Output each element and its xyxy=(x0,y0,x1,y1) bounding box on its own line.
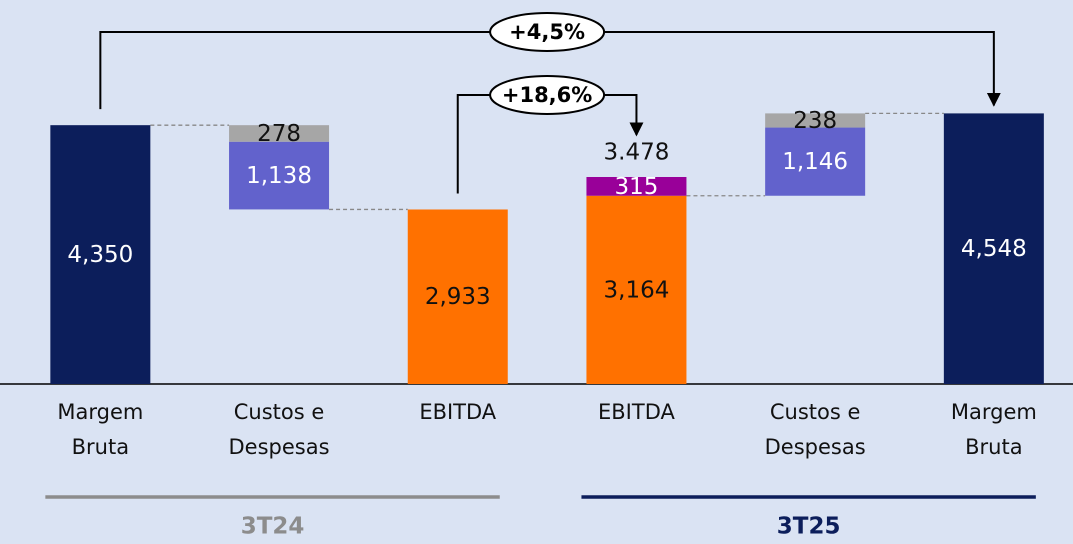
annotation-bubble xyxy=(489,75,606,115)
x-tick-label: Custos e xyxy=(234,400,325,424)
bar-segment xyxy=(407,209,508,384)
bar-segment xyxy=(765,127,866,196)
bar-segment xyxy=(943,113,1044,385)
annotation-label: +4,5% xyxy=(509,20,585,44)
x-tick-label: Bruta xyxy=(72,435,129,459)
bar-value-label: 315 xyxy=(614,174,658,200)
x-tick-label: EBITDA xyxy=(419,400,496,424)
bar-value-label: 278 xyxy=(257,121,301,147)
bar-value-label: 3,164 xyxy=(604,277,670,303)
x-tick-label: Bruta xyxy=(965,435,1022,459)
bar-segment xyxy=(586,195,687,384)
bar-value-label: 238 xyxy=(793,108,837,134)
annotation-label: +18,6% xyxy=(502,83,592,107)
bar-value-label: 4,350 xyxy=(67,242,133,268)
x-tick-label: Margem xyxy=(57,400,143,424)
group-label: 3T24 xyxy=(241,514,305,540)
bar-value-label: 1,138 xyxy=(246,163,312,189)
bar-value-label: 1,146 xyxy=(782,149,848,175)
bar-value-label: 4,548 xyxy=(961,236,1027,262)
group-label: 3T25 xyxy=(777,514,841,540)
annotation-bubble xyxy=(489,12,606,52)
bar-segment xyxy=(50,125,151,385)
bar-segment xyxy=(765,113,866,128)
x-tick-label: Margem xyxy=(951,400,1037,424)
x-tick-label: EBITDA xyxy=(598,400,675,424)
bar-total-label: 3.478 xyxy=(604,140,670,166)
x-tick-label: Custos e xyxy=(770,400,861,424)
bar-value-label: 2,933 xyxy=(425,284,491,310)
bar-segment xyxy=(229,125,330,142)
bar-segment xyxy=(229,141,330,210)
bar-segment xyxy=(586,176,687,196)
x-tick-label: Despesas xyxy=(765,435,866,459)
x-tick-label: Despesas xyxy=(229,435,330,459)
